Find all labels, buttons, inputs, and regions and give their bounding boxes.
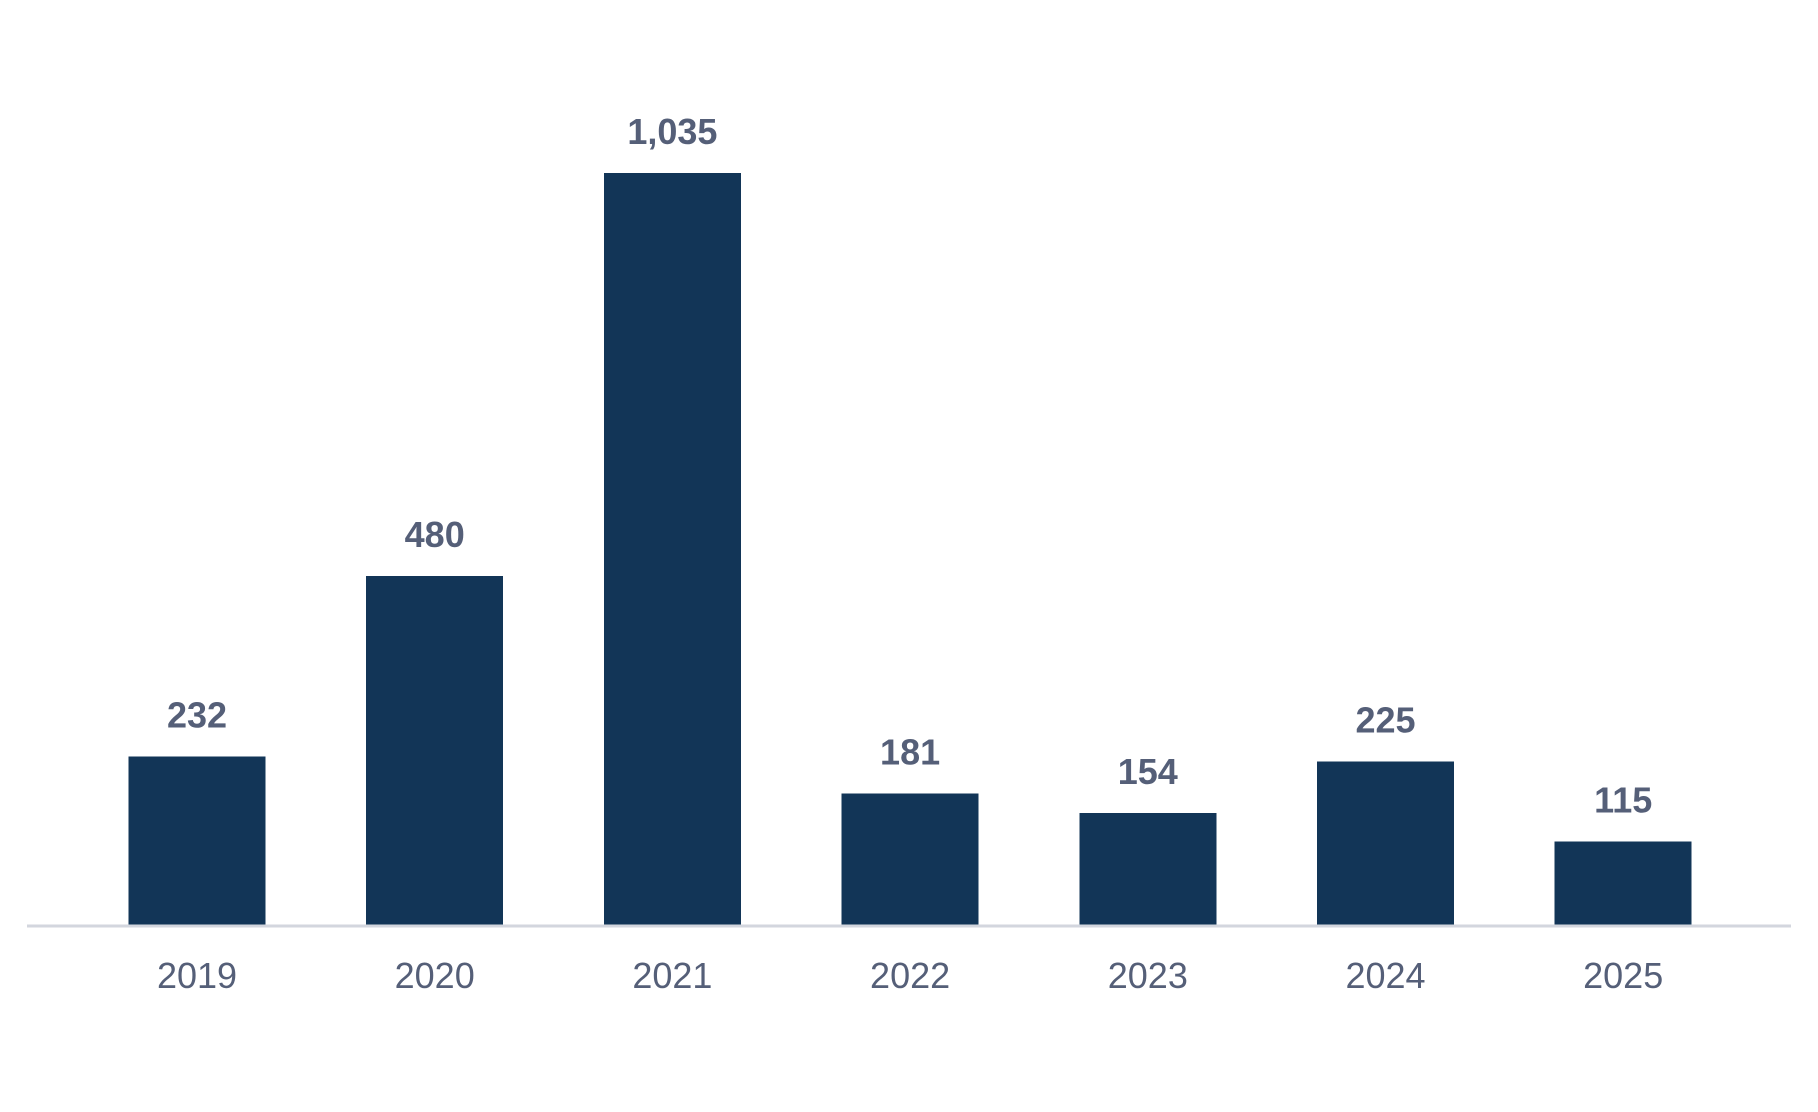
bar-2024 [1317, 761, 1454, 925]
data-label-2019: 232 [167, 694, 227, 735]
data-label-2021: 1,035 [627, 111, 717, 152]
data-label-2023: 154 [1118, 751, 1178, 792]
bar-2021 [603, 173, 741, 925]
data-label-2024: 225 [1355, 700, 1415, 741]
x-tick-labels-layer: 2019 2020 2021 2022 2023 2024 2025 [157, 955, 1663, 996]
x-tick-label-2021: 2021 [632, 955, 712, 996]
bar-2022 [841, 793, 979, 925]
data-label-2020: 480 [405, 514, 465, 555]
x-tick-label-2024: 2024 [1345, 955, 1425, 996]
data-label-2025: 115 [1594, 779, 1652, 820]
bar-2020 [366, 576, 504, 925]
x-tick-label-2019: 2019 [157, 955, 237, 996]
x-tick-label-2022: 2022 [870, 955, 950, 996]
x-tick-label-2020: 2020 [395, 955, 475, 996]
bar-2019 [128, 756, 266, 925]
x-tick-label-2023: 2023 [1108, 955, 1188, 996]
bar-2023 [1079, 813, 1217, 925]
bars-layer [128, 173, 1692, 925]
x-tick-label-2025: 2025 [1583, 955, 1663, 996]
bar-2025 [1554, 841, 1692, 925]
data-label-2022: 181 [880, 732, 940, 773]
data-labels-layer: 232 480 1,035 181 154 225 115 [167, 111, 1652, 820]
